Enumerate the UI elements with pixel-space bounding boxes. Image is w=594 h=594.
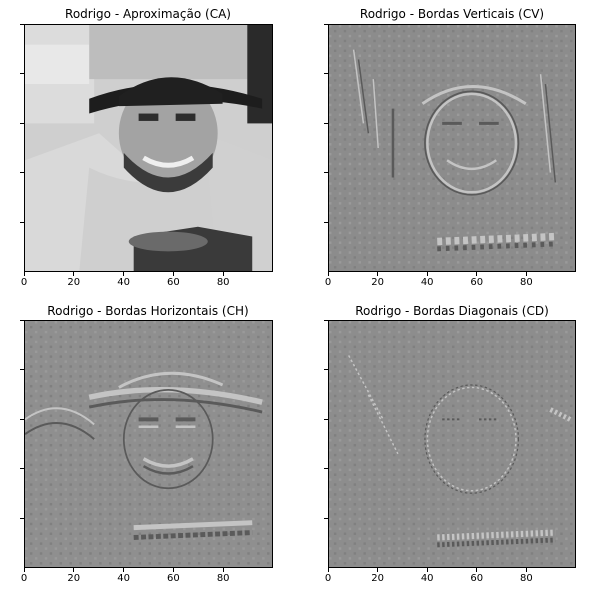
x-tick-label: 0 [324,277,332,288]
x-tick-label: 40 [117,277,130,288]
x-tick-mark [23,568,25,572]
x-tick-label: 20 [67,573,81,584]
x-tick-label: 20 [371,573,384,584]
y-tick-mark [324,319,328,321]
y-tick-mark [324,468,328,470]
x-tick-mark [426,568,428,572]
x-tick-mark [172,568,174,572]
y-tick-mark [20,122,24,124]
x-tick-mark [327,272,329,276]
image-ca [24,24,273,272]
x-tick-label: 60 [470,573,484,584]
x-tick-mark [23,272,25,276]
image-ch [24,320,273,568]
x-tick-label: 60 [167,573,180,584]
image-cd [328,320,576,568]
x-tick-mark [327,568,329,572]
x-tick-label: 80 [520,573,533,584]
x-tick-label: 40 [420,573,434,584]
x-tick-label: 80 [216,277,230,288]
x-tick-label: 40 [420,277,434,288]
x-tick-mark [377,272,379,276]
x-tick-mark [525,568,527,572]
y-tick-mark [20,468,24,470]
x-tick-mark [426,272,428,276]
y-tick-mark [324,73,328,75]
x-tick-mark [123,568,125,572]
x-tick-mark [476,272,478,276]
y-tick-mark [20,517,24,519]
y-tick-mark [324,221,328,223]
x-tick-mark [222,272,224,276]
x-tick-mark [525,272,527,276]
x-tick-label: 60 [470,277,484,288]
x-tick-mark [222,568,224,572]
y-tick-mark [20,319,24,321]
x-tick-mark [377,568,379,572]
x-tick-label: 80 [216,573,230,584]
x-tick-label: 0 [324,573,332,584]
subplot-title: Rodrigo - Bordas Diagonais (CD) [355,304,549,318]
subplot-title: Rodrigo - Aproximação (CA) [65,7,231,21]
y-tick-mark [20,418,24,420]
x-tick-label: 60 [167,277,180,288]
y-tick-mark [324,23,328,25]
x-tick-label: 80 [520,277,533,288]
subplot-title: Rodrigo - Bordas Horizontais (CH) [47,304,249,318]
x-tick-label: 40 [117,573,130,584]
x-tick-mark [476,568,478,572]
subplot-title: Rodrigo - Bordas Verticais (CV) [359,7,545,21]
y-tick-mark [324,517,328,519]
y-tick-mark [324,369,328,371]
x-tick-label: 0 [20,573,28,584]
y-tick-mark [20,221,24,223]
y-tick-mark [20,369,24,371]
x-tick-label: 20 [371,277,384,288]
x-tick-label: 0 [20,277,28,288]
x-tick-mark [172,272,174,276]
x-tick-label: 20 [67,277,81,288]
y-tick-mark [324,172,328,174]
y-tick-mark [20,73,24,75]
y-tick-mark [20,172,24,174]
y-tick-mark [324,122,328,124]
y-tick-mark [324,418,328,420]
x-tick-mark [123,272,125,276]
image-cv [328,24,576,272]
x-tick-mark [73,568,75,572]
y-tick-mark [20,23,24,25]
x-tick-mark [73,272,75,276]
